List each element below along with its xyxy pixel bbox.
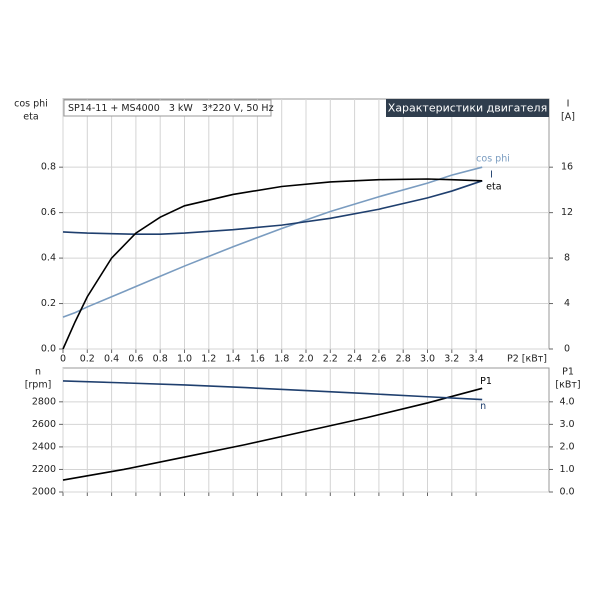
y-tick-label: 2000 [32, 487, 56, 498]
chart-title: SP14-11 + MS4000 3 kW 3*220 V, 50 Hz [68, 103, 274, 114]
x-tick-label: 0 [60, 354, 66, 365]
y2-tick-label: 12 [561, 207, 573, 218]
y-tick-label: 0.4 [41, 253, 56, 264]
x-tick-label: 2.8 [396, 354, 411, 365]
y-tick-label: 2600 [32, 419, 56, 430]
y2-axis-label: [A] [561, 112, 575, 123]
y2-tick-label: 2.0 [559, 441, 574, 452]
y-tick-label: 0.2 [41, 298, 56, 309]
y2-axis-label: I [567, 99, 570, 110]
y2-tick-label: 4.0 [559, 396, 574, 407]
y2-tick-label: 8 [564, 253, 570, 264]
x-tick-label: 1.0 [177, 354, 192, 365]
x-tick-label: 1.8 [274, 354, 289, 365]
x-tick-label: 2.4 [347, 354, 362, 365]
x-tick-label: 0.2 [80, 354, 95, 365]
series-line [62, 178, 483, 350]
y-axis-label: eta [23, 112, 38, 123]
series-line [62, 180, 483, 236]
y-tick-label: 2400 [32, 441, 56, 452]
y-axis-label: n [35, 367, 41, 378]
y2-axis-label: [кВт] [555, 380, 580, 391]
y2-tick-label: 0.0 [559, 487, 574, 498]
y2-tick-label: 16 [561, 162, 573, 173]
series-line [62, 380, 483, 401]
x-tick-label: 2.2 [323, 354, 338, 365]
x-tick-label: 3.0 [420, 354, 435, 365]
series-label: cos phi [476, 154, 510, 165]
y2-tick-label: 0 [564, 344, 570, 355]
series-label: eta [486, 181, 501, 192]
x-tick-label: 0.6 [128, 354, 143, 365]
title-box [63, 99, 272, 117]
x-tick-label: 3.2 [444, 354, 459, 365]
chart-subtitle: Характеристики двигателя [388, 102, 547, 115]
y-axis-label: cos phi [14, 99, 48, 110]
y2-tick-label: 3.0 [559, 419, 574, 430]
y2-axis-label: P1 [562, 367, 574, 378]
y-tick-label: 0.0 [41, 344, 56, 355]
x-tick-label: 0.4 [104, 354, 119, 365]
series-line [62, 166, 483, 318]
x-tick-label: 2.6 [371, 354, 386, 365]
x-tick-label: 1.2 [201, 354, 216, 365]
series-label: n [480, 401, 486, 412]
y-axis-label: [rpm] [25, 380, 52, 391]
series-label: P1 [480, 376, 492, 387]
x-tick-label: 0.8 [153, 354, 168, 365]
series-line [62, 387, 483, 481]
y-tick-label: 2800 [32, 396, 56, 407]
y2-tick-label: 1.0 [559, 464, 574, 475]
x-tick-label: 1.6 [250, 354, 265, 365]
x-tick-label: 2.0 [298, 354, 313, 365]
y2-tick-label: 4 [564, 298, 570, 309]
x-tick-label: 1.4 [226, 354, 241, 365]
x-tick-label: 3.4 [469, 354, 484, 365]
subtitle-box [386, 99, 549, 117]
y-tick-label: 2200 [32, 464, 56, 475]
y-tick-label: 0.6 [41, 207, 56, 218]
series-label: I [490, 169, 493, 180]
y-tick-label: 0.8 [41, 162, 56, 173]
x-axis-label: P2 [кВт] [507, 354, 547, 365]
